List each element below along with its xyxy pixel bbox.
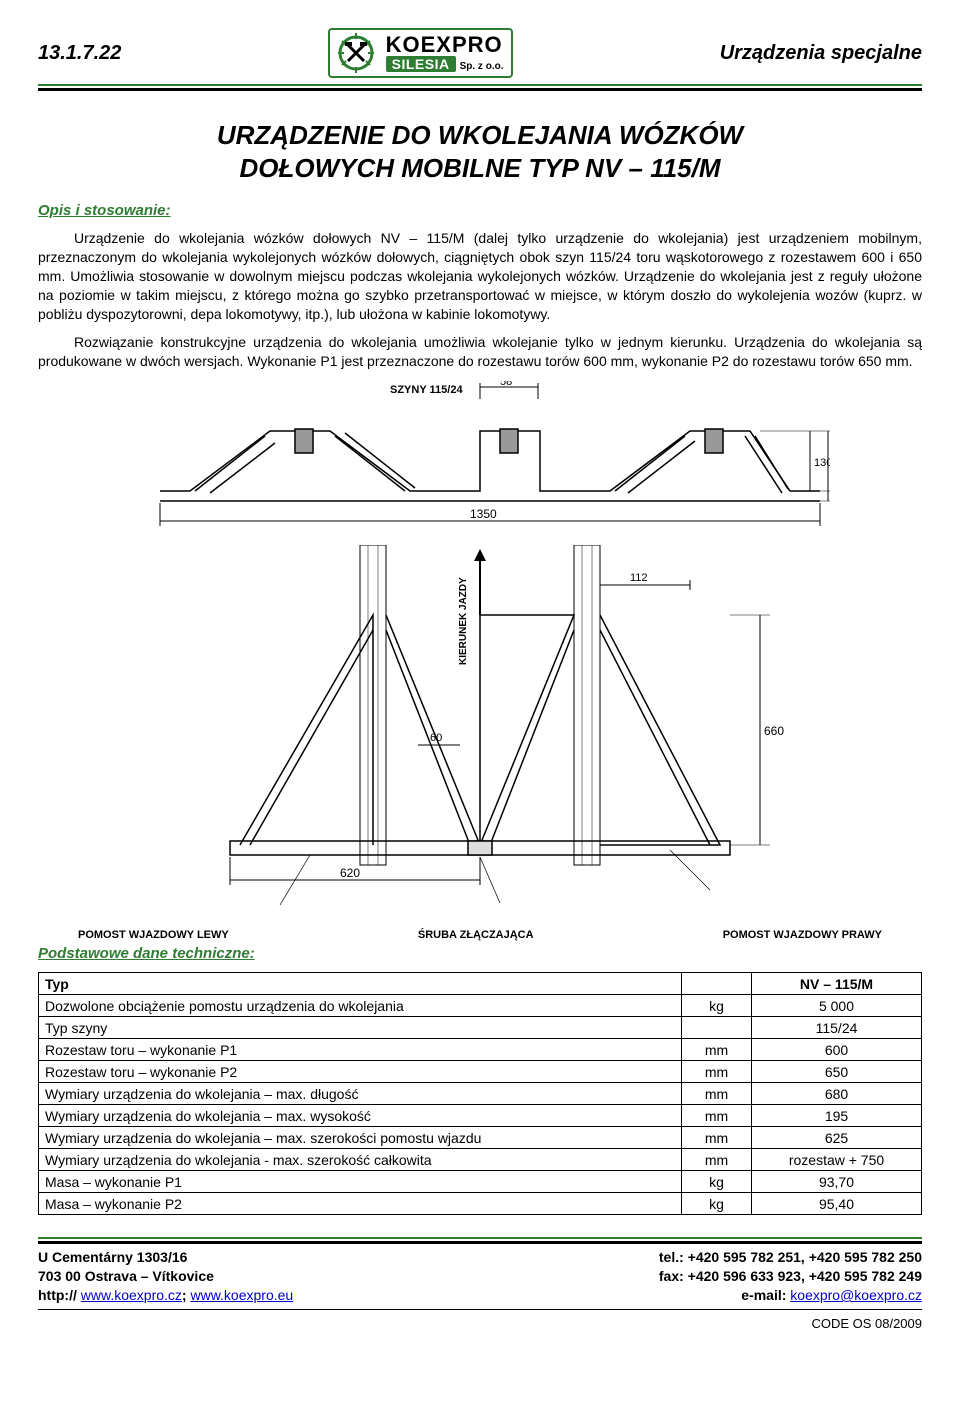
label-pomost-left: POMOST WJAZDOWY LEWY <box>78 929 229 941</box>
logo-ext-text: Sp. z o.o. <box>460 61 504 72</box>
table-header-row: Typ NV – 115/M <box>39 973 922 995</box>
footer-link-email[interactable]: koexpro@koexpro.cz <box>790 1287 922 1303</box>
table-row: Masa – wykonanie P1kg93,70 <box>39 1171 922 1193</box>
opis-paragraph-2: Rozwiązanie konstrukcyjne urządzenia do … <box>38 333 922 371</box>
svg-text:58: 58 <box>500 381 512 388</box>
cell-value: 600 <box>752 1039 922 1061</box>
table-row: Wymiary urządzenia do wkolejania – max. … <box>39 1127 922 1149</box>
cell-unit: kg <box>682 1171 752 1193</box>
footer-fax: fax: +420 596 633 923, +420 595 782 249 <box>659 1268 922 1284</box>
document-header: 13.1.7.22 KOEXPRO SILES <box>38 28 922 78</box>
footer-code: CODE OS 08/2009 <box>38 1316 922 1331</box>
gear-hammers-icon <box>334 33 378 73</box>
cell-label: Masa – wykonanie P2 <box>39 1193 682 1215</box>
document-footer: U Cementárny 1303/16 703 00 Ostrava – Ví… <box>38 1233 922 1331</box>
cell-unit: mm <box>682 1039 752 1061</box>
logo-main-text: KOEXPRO <box>386 34 504 56</box>
svg-text:1350: 1350 <box>470 507 497 521</box>
company-logo: KOEXPRO SILESIA Sp. z o.o. <box>328 28 514 78</box>
logo-sub-text: SILESIA <box>386 56 456 72</box>
table-row: Wymiary urządzenia do wkolejania – max. … <box>39 1083 922 1105</box>
svg-text:KIERUNEK JAZDY: KIERUNEK JAZDY <box>458 577 469 665</box>
diagram-callout-labels: POMOST WJAZDOWY LEWY ŚRUBA ZŁĄCZAJĄCA PO… <box>78 929 882 941</box>
opis-paragraph-1: Urządzenie do wkolejania wózków dołowych… <box>38 229 922 323</box>
cell-unit <box>682 1017 752 1039</box>
svg-text:660: 660 <box>764 724 784 738</box>
cell-label: Wymiary urządzenia do wkolejania – max. … <box>39 1127 682 1149</box>
section-label-opis: Opis i stosowanie: <box>38 202 922 219</box>
footer-tel: tel.: +420 595 782 251, +420 595 782 250 <box>659 1249 922 1265</box>
footer-link-web2[interactable]: www.koexpro.eu <box>190 1287 293 1303</box>
cell-value: rozestaw + 750 <box>752 1149 922 1171</box>
footer-divider-thin <box>38 1309 922 1310</box>
cell-value: 115/24 <box>752 1017 922 1039</box>
cell-unit: kg <box>682 995 752 1017</box>
cell-label: Wymiary urządzenia do wkolejania – max. … <box>39 1083 682 1105</box>
footer-divider-black <box>38 1241 922 1244</box>
cell-unit: kg <box>682 1193 752 1215</box>
diagram-top-view: KIERUNEK JAZDY 112 60 <box>38 545 922 915</box>
cell-label: Wymiary urządzenia do wkolejania - max. … <box>39 1149 682 1171</box>
doc-code: 13.1.7.22 <box>38 42 121 65</box>
svg-text:112: 112 <box>630 572 648 584</box>
th-model: NV – 115/M <box>752 973 922 995</box>
footer-divider-green <box>38 1237 922 1239</box>
cell-value: 625 <box>752 1127 922 1149</box>
document-title: URZĄDZENIE DO WKOLEJANIA WÓZKÓW DOŁOWYCH… <box>38 119 922 184</box>
label-pomost-right: POMOST WJAZDOWY PRAWY <box>723 929 882 941</box>
table-row: Wymiary urządzenia do wkolejania - max. … <box>39 1149 922 1171</box>
cell-label: Dozwolone obciążenie pomostu urządzenia … <box>39 995 682 1017</box>
divider-black <box>38 88 922 91</box>
table-row: Typ szyny 115/24 <box>39 1017 922 1039</box>
spec-table: Typ NV – 115/M Dozwolone obciążenie pomo… <box>38 972 922 1215</box>
cell-label: Typ szyny <box>39 1017 682 1039</box>
cell-unit: mm <box>682 1149 752 1171</box>
cell-unit: mm <box>682 1105 752 1127</box>
cell-value: 5 000 <box>752 995 922 1017</box>
diagram-cross-section: SZYNY 115/24 58 130 <box>38 381 922 531</box>
doc-category: Urządzenia specjalne <box>720 42 922 65</box>
footer-addr1: U Cementárny 1303/16 <box>38 1249 187 1265</box>
cell-label: Wymiary urządzenia do wkolejania – max. … <box>39 1105 682 1127</box>
table-row: Dozwolone obciążenie pomostu urządzenia … <box>39 995 922 1017</box>
cell-value: 95,40 <box>752 1193 922 1215</box>
cell-value: 650 <box>752 1061 922 1083</box>
footer-web-prefix: http:// <box>38 1287 81 1303</box>
th-type: Typ <box>39 973 682 995</box>
table-row: Masa – wykonanie P2kg95,40 <box>39 1193 922 1215</box>
footer-email-label: e-mail: <box>741 1287 790 1303</box>
cell-value: 93,70 <box>752 1171 922 1193</box>
cell-value: 680 <box>752 1083 922 1105</box>
title-line-1: URZĄDZENIE DO WKOLEJANIA WÓZKÓW <box>217 120 743 150</box>
cell-unit: mm <box>682 1127 752 1149</box>
cell-label: Masa – wykonanie P1 <box>39 1171 682 1193</box>
cell-unit: mm <box>682 1083 752 1105</box>
svg-text:620: 620 <box>340 866 360 880</box>
cell-unit: mm <box>682 1061 752 1083</box>
cell-label: Rozestaw toru – wykonanie P1 <box>39 1039 682 1061</box>
section-label-tech: Podstawowe dane techniczne: <box>38 945 922 962</box>
label-sruba: ŚRUBA ZŁĄCZAJĄCA <box>229 929 723 941</box>
footer-link-web1[interactable]: www.koexpro.cz <box>81 1287 182 1303</box>
table-row: Rozestaw toru – wykonanie P1mm600 <box>39 1039 922 1061</box>
svg-text:SZYNY 115/24: SZYNY 115/24 <box>390 384 463 396</box>
divider-green <box>38 84 922 86</box>
title-line-2: DOŁOWYCH MOBILNE TYP NV – 115/M <box>239 153 720 183</box>
svg-text:60: 60 <box>430 732 442 744</box>
cell-label: Rozestaw toru – wykonanie P2 <box>39 1061 682 1083</box>
cell-value: 195 <box>752 1105 922 1127</box>
table-row: Rozestaw toru – wykonanie P2mm650 <box>39 1061 922 1083</box>
footer-addr2: 703 00 Ostrava – Vítkovice <box>38 1268 214 1284</box>
table-row: Wymiary urządzenia do wkolejania – max. … <box>39 1105 922 1127</box>
